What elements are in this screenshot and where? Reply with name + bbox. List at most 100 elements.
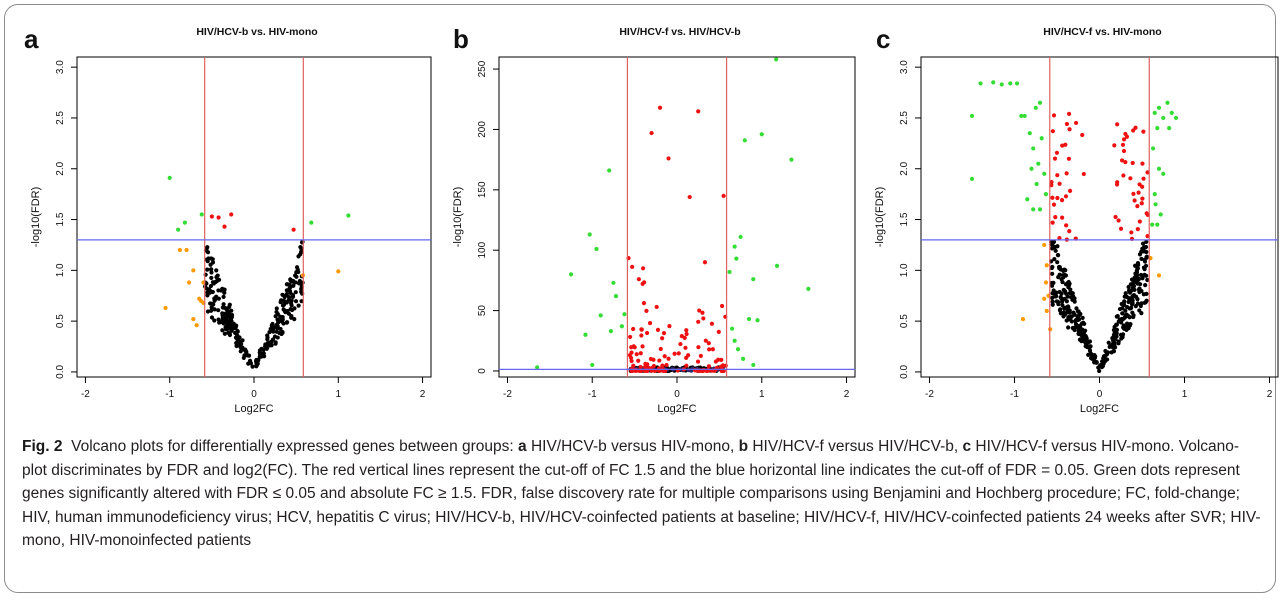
- point-black: [275, 335, 280, 340]
- point-black: [1114, 314, 1119, 319]
- point-red: [1130, 160, 1135, 166]
- point-orange: [1020, 316, 1026, 322]
- y-tick-label: 200: [477, 121, 488, 138]
- point-black: [298, 250, 304, 255]
- point-black: [1126, 322, 1131, 328]
- point-black: [289, 315, 294, 320]
- point-green: [199, 212, 204, 217]
- y-tick-label: 1.5: [55, 212, 66, 226]
- point-red: [1121, 173, 1126, 178]
- point-red: [666, 156, 671, 161]
- point-red: [1115, 122, 1120, 127]
- point-black: [1067, 308, 1072, 313]
- panel-letter-a: a: [24, 24, 39, 54]
- point-red: [684, 331, 689, 337]
- point-red: [641, 301, 647, 306]
- point-black: [1058, 294, 1063, 300]
- point-red: [1131, 128, 1136, 133]
- point-red: [1113, 214, 1118, 220]
- point-black: [262, 354, 267, 359]
- point-green: [1029, 166, 1034, 171]
- point-black: [286, 311, 292, 316]
- point-black: [1110, 335, 1115, 341]
- x-tick-label: 2: [420, 389, 426, 400]
- x-tick-label: 0: [251, 389, 257, 400]
- point-black: [1057, 272, 1062, 277]
- point-black: [299, 281, 304, 286]
- point-black: [1077, 312, 1082, 317]
- point-green: [751, 277, 756, 282]
- point-green: [1019, 113, 1024, 119]
- panel-letter-c: c: [876, 24, 890, 54]
- point-green: [1042, 171, 1047, 176]
- y-tick-label: 0.0: [899, 365, 910, 379]
- point-red: [1054, 150, 1060, 155]
- point-green: [182, 220, 187, 225]
- point-green: [1008, 81, 1013, 86]
- point-black: [1135, 301, 1141, 306]
- point-red: [651, 357, 656, 362]
- point-red: [661, 331, 667, 336]
- point-black: [209, 256, 214, 261]
- point-black: [1103, 348, 1108, 354]
- point-black: [1072, 296, 1077, 301]
- point-red: [216, 215, 221, 220]
- plot-box-c: [920, 56, 1279, 378]
- point-red: [1112, 143, 1117, 148]
- point-black: [1139, 288, 1144, 294]
- point-black: [1085, 344, 1090, 349]
- point-black: [1111, 349, 1117, 354]
- point-red: [719, 303, 725, 309]
- point-black: [1141, 265, 1147, 270]
- point-black: [271, 329, 276, 334]
- point-black: [1101, 355, 1107, 360]
- point-black: [250, 364, 255, 369]
- point-red: [1137, 219, 1142, 224]
- point-orange: [191, 316, 196, 322]
- point-red: [703, 338, 708, 343]
- point-black: [1062, 289, 1068, 294]
- point-green: [1034, 181, 1039, 187]
- point-black: [1050, 246, 1055, 251]
- point-green: [789, 157, 794, 162]
- caption-text-b: HIV/HCV-f versus HIV/HCV-b,: [748, 438, 963, 455]
- x-axis-label-a: Log2FC: [234, 403, 273, 415]
- point-red: [701, 316, 706, 321]
- y-tick-label: 3.0: [55, 60, 66, 74]
- point-black: [287, 286, 292, 291]
- x-axis-label-c: Log2FC: [1080, 403, 1119, 415]
- point-red: [709, 321, 715, 326]
- point-black: [1119, 301, 1124, 307]
- point-black: [265, 333, 270, 338]
- point-green: [1155, 126, 1160, 131]
- point-orange: [163, 305, 168, 311]
- point-green: [1037, 207, 1043, 212]
- point-red: [1118, 226, 1124, 231]
- point-green: [734, 256, 739, 261]
- point-black: [1068, 287, 1073, 292]
- point-red: [1119, 158, 1125, 163]
- point-black: [1070, 291, 1075, 296]
- point-black: [1082, 339, 1087, 344]
- point-red: [634, 352, 639, 357]
- point-black: [270, 321, 275, 327]
- point-black: [216, 288, 221, 293]
- point-red: [639, 327, 644, 332]
- point-black: [1084, 336, 1089, 341]
- point-black: [209, 315, 215, 320]
- point-black: [1064, 318, 1069, 323]
- y-tick-label: 2.5: [55, 111, 66, 125]
- point-black: [273, 340, 278, 345]
- point-red: [649, 130, 654, 136]
- point-black: [1050, 299, 1055, 304]
- point-red: [1055, 173, 1060, 178]
- point-black: [1127, 290, 1133, 295]
- point-orange: [1042, 296, 1047, 301]
- point-red: [696, 319, 701, 324]
- point-green: [774, 263, 780, 269]
- point-black: [1055, 253, 1061, 258]
- point-black: [1052, 257, 1057, 262]
- point-black: [279, 331, 284, 337]
- point-black: [205, 259, 210, 264]
- point-black: [1053, 248, 1058, 253]
